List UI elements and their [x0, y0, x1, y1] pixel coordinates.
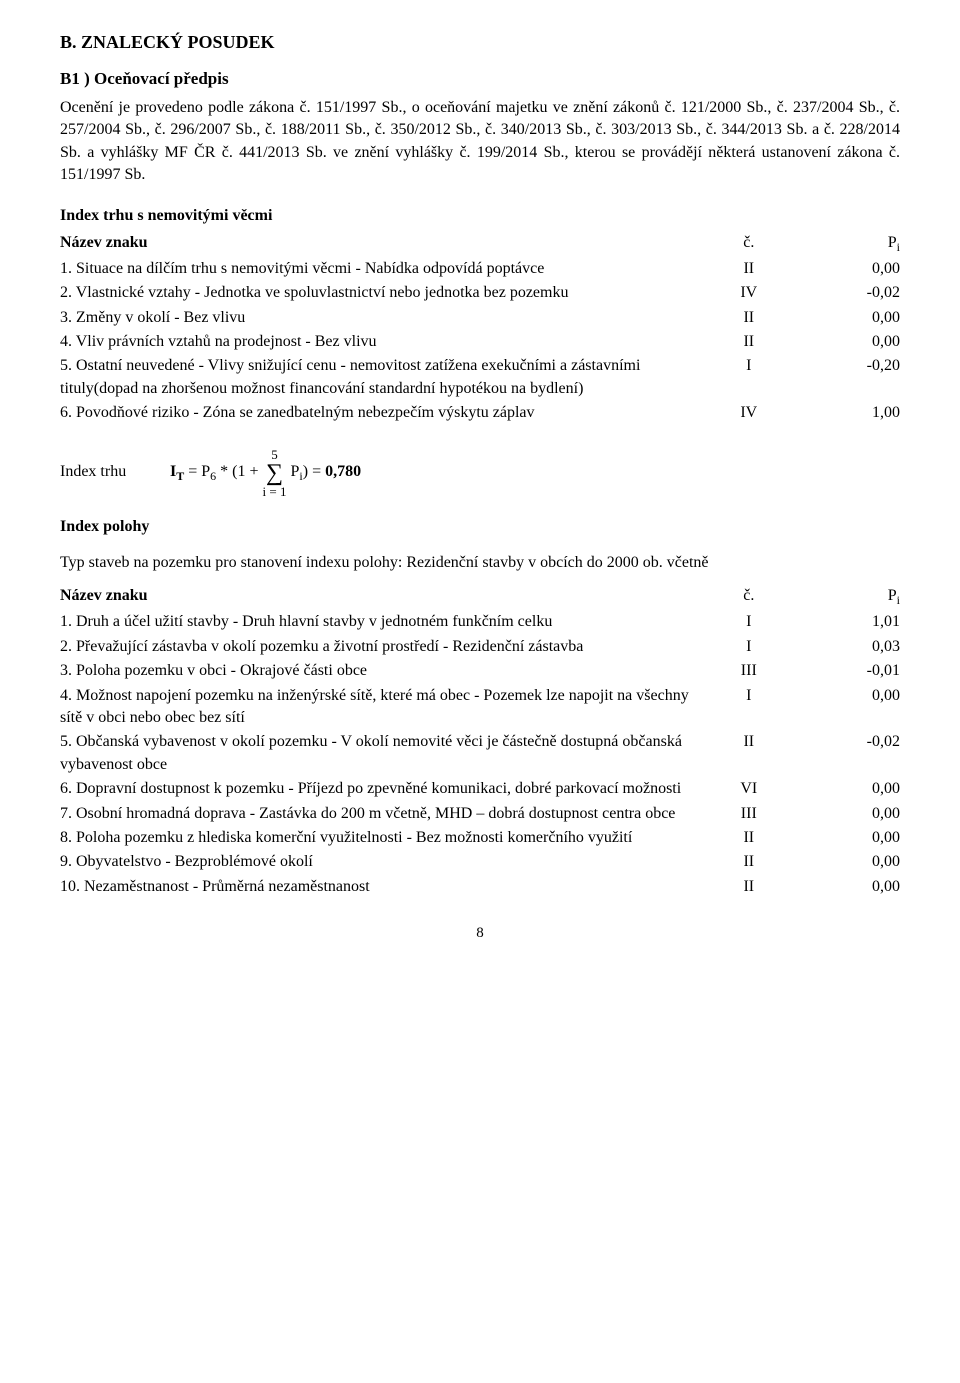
row-p: -0,02 [799, 730, 900, 777]
header-p: Pi [799, 231, 900, 257]
table-header-row: Název znaku č. Pi [60, 231, 900, 257]
table-row: 6. Povodňové riziko - Zóna se zanedbatel… [60, 401, 900, 425]
row-p: -0,20 [799, 354, 900, 401]
table-row: 5. Občanská vybavenost v okolí pozemku -… [60, 730, 900, 777]
table-row: 1. Situace na dílčím trhu s nemovitými v… [60, 257, 900, 281]
row-p: 0,03 [799, 635, 900, 659]
index-polohy-table: Název znaku č. Pi 1. Druh a účel užití s… [60, 584, 900, 899]
row-p: 1,01 [799, 610, 900, 634]
main-heading: B. ZNALECKÝ POSUDEK [60, 30, 900, 55]
table-row: 5. Ostatní neuvedené - Vlivy snižující c… [60, 354, 900, 401]
row-name: 5. Občanská vybavenost v okolí pozemku -… [60, 730, 698, 777]
row-name: 4. Možnost napojení pozemku na inženýrsk… [60, 684, 698, 731]
table-row: 2. Vlastnické vztahy - Jednotka ve spolu… [60, 281, 900, 305]
row-c: III [698, 659, 799, 683]
sum-top: 5 [271, 448, 278, 461]
index-trhu-table: Název znaku č. Pi 1. Situace na dílčím t… [60, 231, 900, 426]
row-p: 0,00 [799, 802, 900, 826]
table-row: 10. Nezaměstnanost - Průměrná nezaměstna… [60, 875, 900, 899]
row-name: 6. Dopravní dostupnost k pozemku - Příje… [60, 777, 698, 801]
table-row: 2. Převažující zástavba v okolí pozemku … [60, 635, 900, 659]
row-name: 1. Druh a účel užití stavby - Druh hlavn… [60, 610, 698, 634]
row-c: VI [698, 777, 799, 801]
table-row: 4. Možnost napojení pozemku na inženýrsk… [60, 684, 900, 731]
section1-title: Index trhu s nemovitými věcmi [60, 205, 900, 227]
row-c: I [698, 684, 799, 731]
row-p: 1,00 [799, 401, 900, 425]
row-c: I [698, 635, 799, 659]
row-name: 8. Poloha pozemku z hlediska komerční vy… [60, 826, 698, 850]
section2-intro: Typ staveb na pozemku pro stanovení inde… [60, 552, 900, 574]
row-c: II [698, 826, 799, 850]
header-name: Název znaku [60, 584, 698, 610]
page-number: 8 [60, 923, 900, 944]
row-name: 9. Obyvatelstvo - Bezproblémové okolí [60, 850, 698, 874]
sigma-symbol: ∑ [266, 461, 283, 485]
header-c: č. [698, 231, 799, 257]
header-name: Název znaku [60, 231, 698, 257]
sub-heading: B1 ) Oceňovací předpis [60, 67, 900, 91]
table-row: 3. Poloha pozemku v obci - Okrajové část… [60, 659, 900, 683]
row-name: 6. Povodňové riziko - Zóna se zanedbatel… [60, 401, 698, 425]
row-name: 3. Změny v okolí - Bez vlivu [60, 306, 698, 330]
row-p: 0,00 [799, 684, 900, 731]
row-p: -0,02 [799, 281, 900, 305]
row-name: 4. Vliv právních vztahů na prodejnost - … [60, 330, 698, 354]
table-row: 7. Osobní hromadná doprava - Zastávka do… [60, 802, 900, 826]
table-row: 6. Dopravní dostupnost k pozemku - Příje… [60, 777, 900, 801]
table-row: 1. Druh a účel užití stavby - Druh hlavn… [60, 610, 900, 634]
row-name: 2. Převažující zástavba v okolí pozemku … [60, 635, 698, 659]
row-p: 0,00 [799, 826, 900, 850]
header-p: Pi [799, 584, 900, 610]
row-c: I [698, 354, 799, 401]
table-row: 8. Poloha pozemku z hlediska komerční vy… [60, 826, 900, 850]
sigma-icon: 5 ∑ i = 1 [263, 448, 287, 498]
row-c: II [698, 875, 799, 899]
row-p: 0,00 [799, 330, 900, 354]
row-name: 10. Nezaměstnanost - Průměrná nezaměstna… [60, 875, 698, 899]
table-row: 4. Vliv právních vztahů na prodejnost - … [60, 330, 900, 354]
sum-bottom: i = 1 [263, 485, 287, 498]
row-name: 1. Situace na dílčím trhu s nemovitými v… [60, 257, 698, 281]
header-c: č. [698, 584, 799, 610]
row-c: II [698, 730, 799, 777]
row-p: 0,00 [799, 777, 900, 801]
row-c: IV [698, 401, 799, 425]
row-c: II [698, 850, 799, 874]
formula-body: IT = P6 * (1 + 5 ∑ i = 1 Pi) = 0,780 [170, 448, 361, 498]
row-name: 2. Vlastnické vztahy - Jednotka ve spolu… [60, 281, 698, 305]
table-row: 9. Obyvatelstvo - Bezproblémové okolíII0… [60, 850, 900, 874]
row-p: 0,00 [799, 875, 900, 899]
row-c: I [698, 610, 799, 634]
row-c: IV [698, 281, 799, 305]
table-header-row: Název znaku č. Pi [60, 584, 900, 610]
row-p: 0,00 [799, 306, 900, 330]
row-name: 7. Osobní hromadná doprava - Zastávka do… [60, 802, 698, 826]
formula-row: Index trhu IT = P6 * (1 + 5 ∑ i = 1 Pi) … [60, 448, 900, 498]
section2-title: Index polohy [60, 516, 900, 538]
row-c: II [698, 257, 799, 281]
table-row: 3. Změny v okolí - Bez vlivuII0,00 [60, 306, 900, 330]
intro-paragraph: Ocenění je provedeno podle zákona č. 151… [60, 97, 900, 187]
row-name: 5. Ostatní neuvedené - Vlivy snižující c… [60, 354, 698, 401]
row-p: 0,00 [799, 850, 900, 874]
row-c: II [698, 306, 799, 330]
row-p: 0,00 [799, 257, 900, 281]
formula-label: Index trhu [60, 461, 170, 483]
row-c: II [698, 330, 799, 354]
row-name: 3. Poloha pozemku v obci - Okrajové část… [60, 659, 698, 683]
row-c: III [698, 802, 799, 826]
row-p: -0,01 [799, 659, 900, 683]
